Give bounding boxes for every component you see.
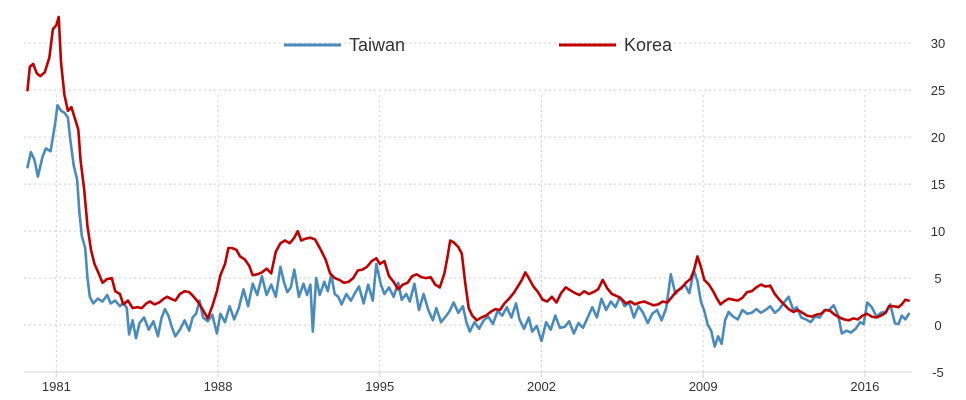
series-line-korea	[26, 15, 911, 322]
gridlines	[24, 42, 912, 373]
x-tick-label: 1988	[204, 379, 233, 394]
y-tick-label: 5	[934, 271, 941, 286]
y-tick-label: 0	[934, 318, 941, 333]
x-tick-label: 1995	[365, 379, 394, 394]
y-axis-ticks: -5 0 5 10 15 20 25 30	[931, 36, 945, 380]
y-tick-label: 25	[931, 83, 945, 98]
x-tick-label: 1981	[42, 379, 71, 394]
legend[interactable]: Taiwan Korea	[284, 35, 673, 55]
legend-item-taiwan[interactable]: Taiwan	[284, 35, 405, 55]
legend-label: Taiwan	[349, 35, 405, 55]
series-line-taiwan	[26, 103, 911, 348]
legend-item-korea[interactable]: Korea	[559, 35, 673, 55]
x-tick-label: 2002	[527, 379, 556, 394]
x-tick-label: 2016	[850, 379, 879, 394]
x-tick-label: 2009	[689, 379, 718, 394]
legend-label: Korea	[624, 35, 673, 55]
y-tick-label: 10	[931, 224, 945, 239]
series-layer	[26, 15, 911, 348]
y-tick-label: -5	[932, 365, 944, 380]
y-tick-label: 15	[931, 177, 945, 192]
y-tick-label: 20	[931, 130, 945, 145]
x-axis-ticks: 1981 1988 1995 2002 2009 2016	[24, 371, 912, 394]
y-tick-label: 30	[931, 36, 945, 51]
